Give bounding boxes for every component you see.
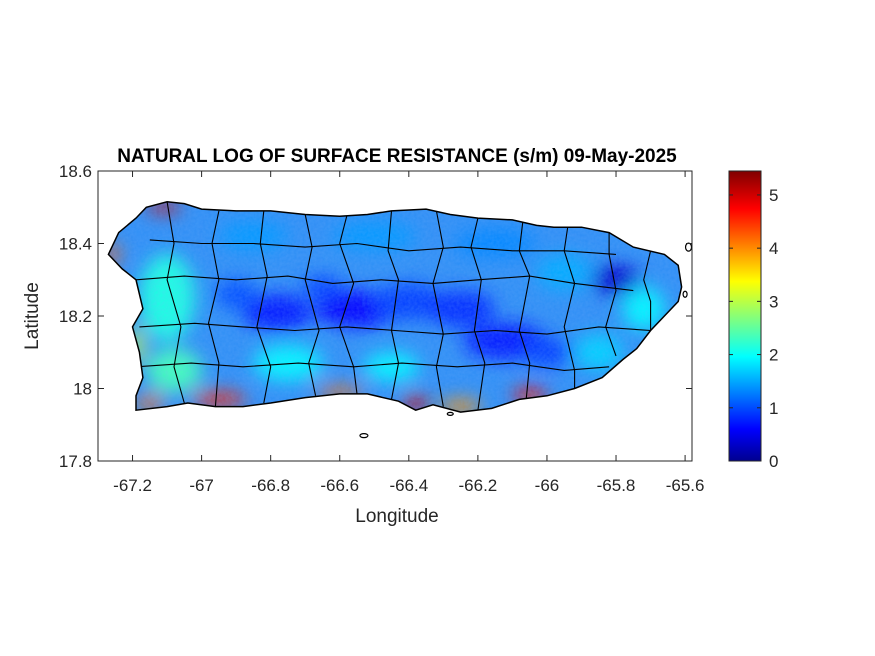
x-tick-label: -66.6	[320, 476, 359, 495]
y-tick-label: 18.4	[59, 235, 92, 254]
colorbar-tick-label: 5	[769, 186, 778, 205]
chart-title: NATURAL LOG OF SURFACE RESISTANCE (s/m) …	[117, 146, 677, 167]
x-tick-label: -67	[189, 476, 214, 495]
municipality-boundary	[256, 210, 272, 404]
colorbar-gradient	[728, 170, 762, 462]
colorbar-ticks: 0 1 2 3 4 5	[729, 186, 778, 471]
colorbar-tick-label: 0	[769, 452, 778, 471]
municipality-boundaries	[135, 201, 652, 411]
municipality-boundary	[149, 239, 617, 255]
colorbar-tick-label: 1	[769, 399, 778, 418]
x-axis-ticks: -67.2 -67 -66.8 -66.6 -66.4 -66.2 -66 -65.8 -65.…	[113, 171, 704, 495]
x-tick-label: -66.8	[251, 476, 290, 495]
y-axis-label: Latitude	[22, 282, 43, 350]
small-island	[359, 433, 369, 439]
small-island	[682, 290, 688, 298]
x-tick-label: -66.4	[389, 476, 428, 495]
x-axis-label: Longitude	[355, 506, 438, 527]
municipality-boundary	[339, 216, 358, 394]
x-tick-label: -65.6	[666, 476, 705, 495]
municipality-boundary	[387, 210, 400, 400]
y-tick-label: 18.6	[59, 162, 92, 181]
municipality-boundary	[135, 362, 610, 371]
x-tick-label: -67.2	[113, 476, 152, 495]
plot-area: -67.2 -67 -66.8 -66.6 -66.4 -66.2 -66 -65.8 -65.…	[59, 162, 705, 495]
small-island	[446, 411, 454, 416]
municipality-boundary	[518, 221, 531, 400]
colorbar-tick-label: 4	[769, 239, 778, 258]
y-tick-label: 17.8	[59, 452, 92, 471]
municipality-boundary	[643, 250, 652, 331]
municipality-boundary	[470, 217, 486, 411]
y-tick-label: 18	[73, 380, 92, 399]
island-outline	[107, 201, 683, 413]
municipality-boundary	[563, 227, 576, 389]
municipality-boundary	[432, 210, 444, 407]
x-tick-label: -66.2	[459, 476, 498, 495]
y-tick-label: 18.2	[59, 307, 92, 326]
y-axis-ticks: 17.8 18 18.2 18.4 18.6	[59, 162, 692, 471]
municipality-boundary	[207, 210, 220, 407]
colorbar-tick-label: 2	[769, 346, 778, 365]
colorbar: 0 1 2 3 4 5	[728, 170, 778, 471]
municipality-boundary	[166, 201, 185, 404]
municipality-boundary	[605, 232, 617, 357]
colorbar-tick-label: 3	[769, 292, 778, 311]
x-tick-label: -65.8	[597, 476, 636, 495]
municipality-boundary	[139, 322, 651, 335]
municipality-boundary	[304, 214, 320, 396]
x-tick-label: -66	[535, 476, 560, 495]
